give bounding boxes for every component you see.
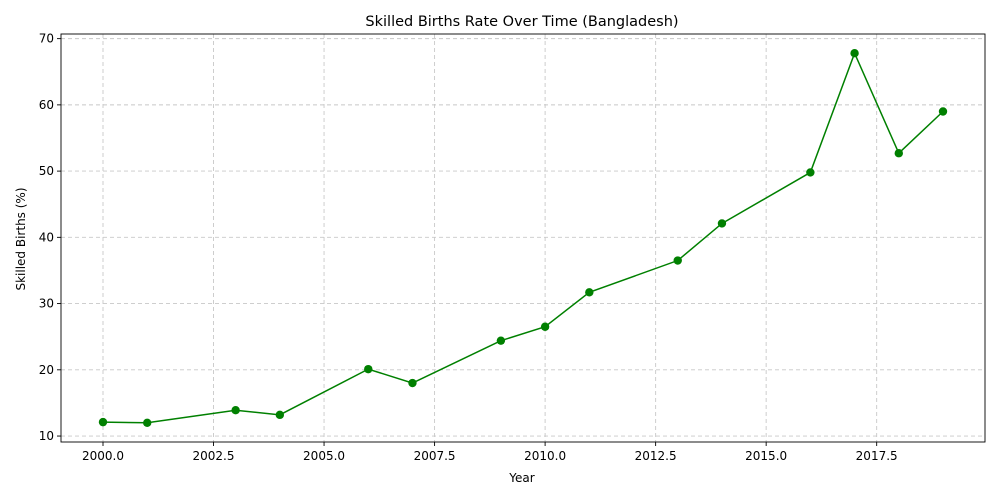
data-point (364, 364, 373, 374)
x-tick-label: 2017.5 (856, 449, 898, 463)
x-tick-label: 2015.0 (745, 449, 787, 463)
series-layer (98, 49, 948, 427)
x-tick-label: 2002.5 (193, 449, 235, 463)
data-point (231, 406, 240, 415)
x-tick-label: 2007.5 (414, 449, 456, 463)
data-point (938, 107, 948, 116)
data-point (408, 378, 417, 388)
y-tick-label: 20 (39, 363, 54, 377)
data-point (98, 417, 108, 427)
data-point (585, 288, 594, 297)
data-point (540, 322, 550, 331)
data-point (143, 418, 152, 427)
y-axis-label: Skilled Births (%) (14, 187, 28, 290)
data-point (717, 219, 727, 228)
y-tick-label: 40 (39, 230, 54, 244)
y-tick-label: 70 (39, 32, 54, 46)
data-point (806, 168, 815, 177)
x-tick-label: 2012.5 (635, 449, 677, 463)
data-point (850, 49, 859, 58)
data-point (275, 410, 285, 420)
y-tick-label: 60 (39, 98, 54, 112)
x-tick-label: 2005.0 (303, 449, 345, 463)
grid-lines (61, 34, 985, 442)
y-tick-label: 10 (39, 429, 54, 443)
y-tick-label: 30 (39, 297, 54, 311)
y-tick-label: 50 (39, 164, 54, 178)
chart-title: Skilled Births Rate Over Time (Banglades… (365, 14, 678, 30)
y-axis: 10 20 30 40 50 60 70 (39, 32, 61, 443)
data-point (894, 149, 903, 158)
x-axis-label: Year (508, 471, 534, 485)
data-point (673, 256, 682, 265)
x-axis: 2000.0 2002.5 2005.0 2007.5 2010.0 2012.5 2015… (82, 442, 898, 463)
x-tick-label: 2010.0 (524, 449, 566, 463)
data-point (496, 336, 506, 345)
x-tick-label: 2000.0 (82, 449, 124, 463)
plot-area-frame (60, 33, 986, 443)
